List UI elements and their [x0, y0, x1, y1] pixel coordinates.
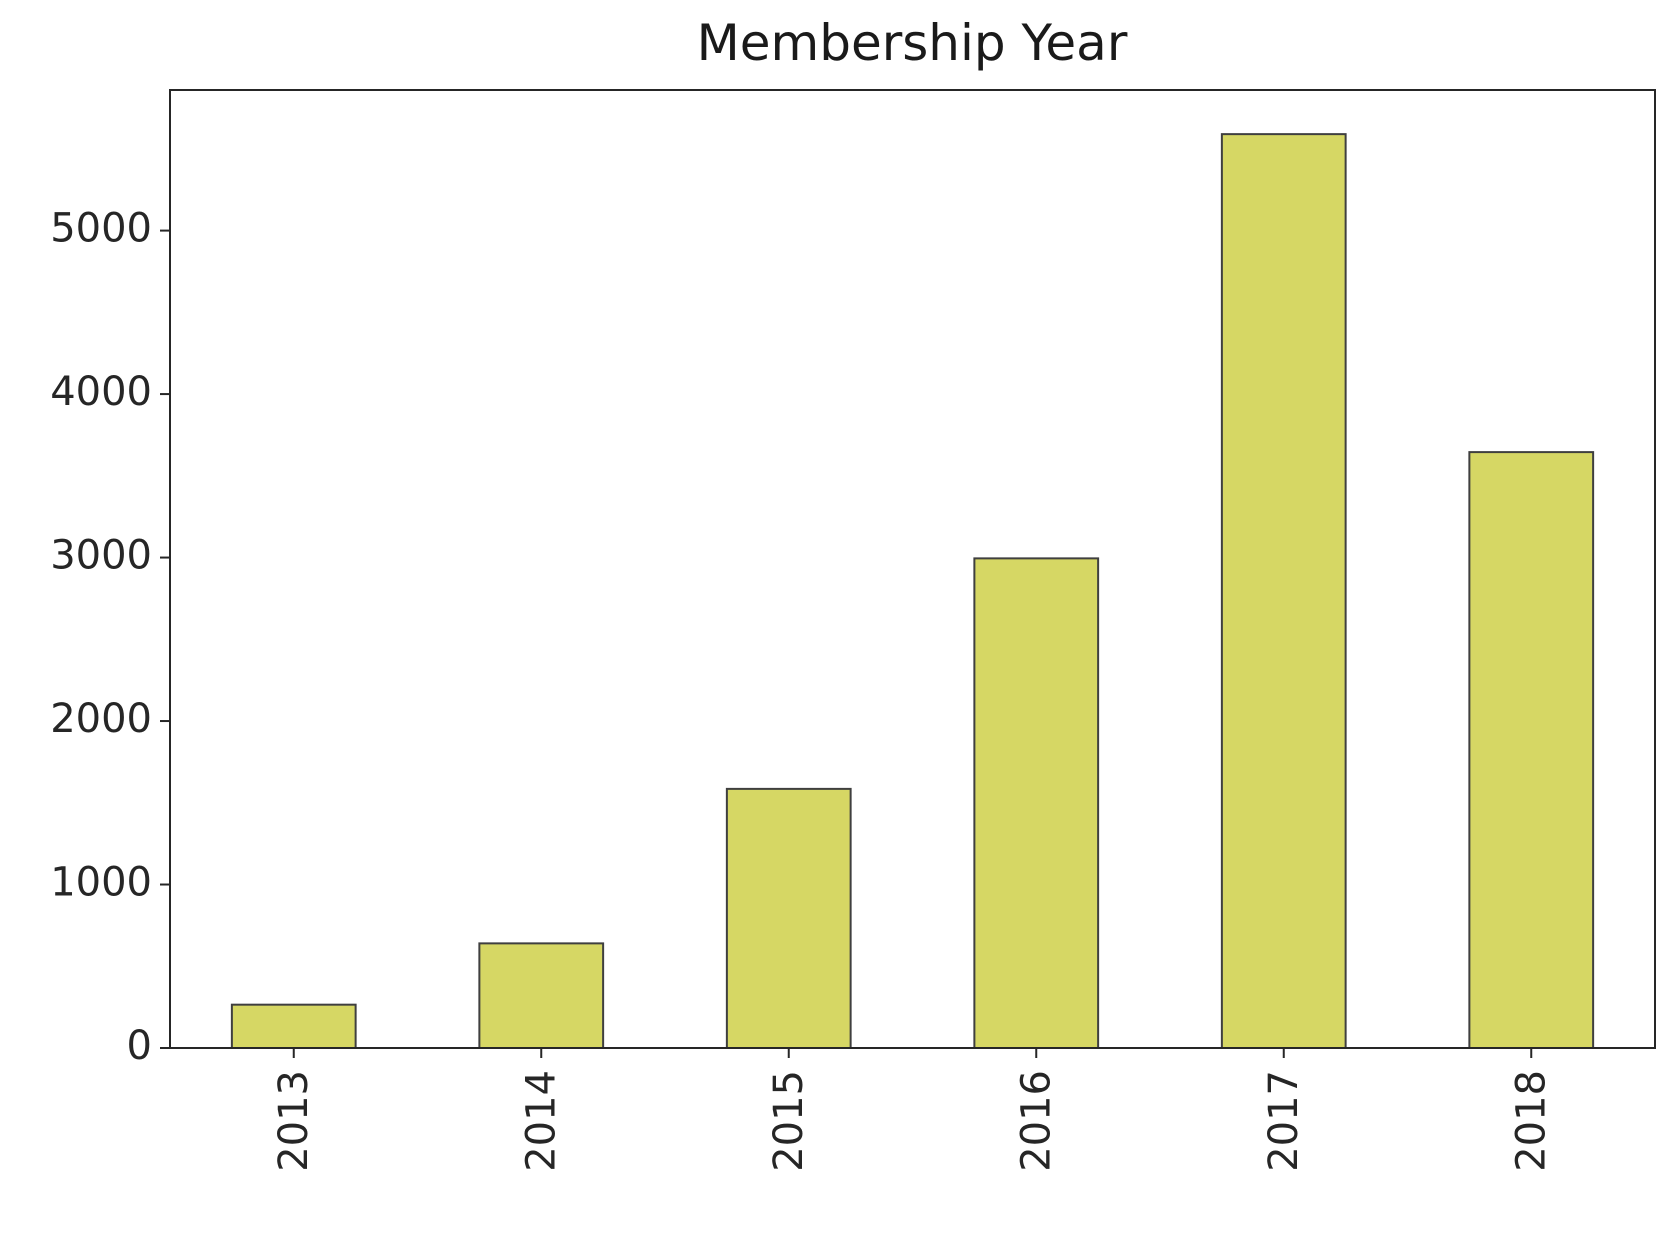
x-tick-label: 2013	[271, 1070, 317, 1172]
y-axis: 0 1000 2000 3000 4000 5000	[50, 206, 170, 1069]
plot-frame	[169, 89, 1656, 1049]
x-tick-label: 2017	[1261, 1070, 1307, 1172]
x-tick-label: 2015	[766, 1070, 812, 1172]
bar-2017	[1220, 133, 1347, 1049]
y-tick-label: 2000	[50, 696, 152, 742]
x-axis: 2013 2014 2015 2016 2017 2018	[271, 1048, 1554, 1172]
bar-2015	[725, 787, 852, 1049]
bar-2018	[1468, 451, 1595, 1050]
y-tick-label: 0	[127, 1023, 152, 1069]
chart-title: Membership Year	[697, 14, 1128, 72]
bar-2013	[230, 1003, 357, 1050]
bars-layer	[230, 133, 1595, 1050]
bar-2014	[478, 942, 605, 1049]
bar-2016	[973, 557, 1100, 1049]
y-tick-label: 3000	[50, 533, 152, 579]
y-tick-label: 5000	[50, 206, 152, 252]
y-tick-label: 4000	[50, 369, 152, 415]
x-tick-label: 2014	[518, 1070, 564, 1172]
x-tick-label: 2016	[1013, 1070, 1059, 1172]
y-tick-label: 1000	[50, 860, 152, 906]
x-tick-label: 2018	[1508, 1070, 1554, 1172]
